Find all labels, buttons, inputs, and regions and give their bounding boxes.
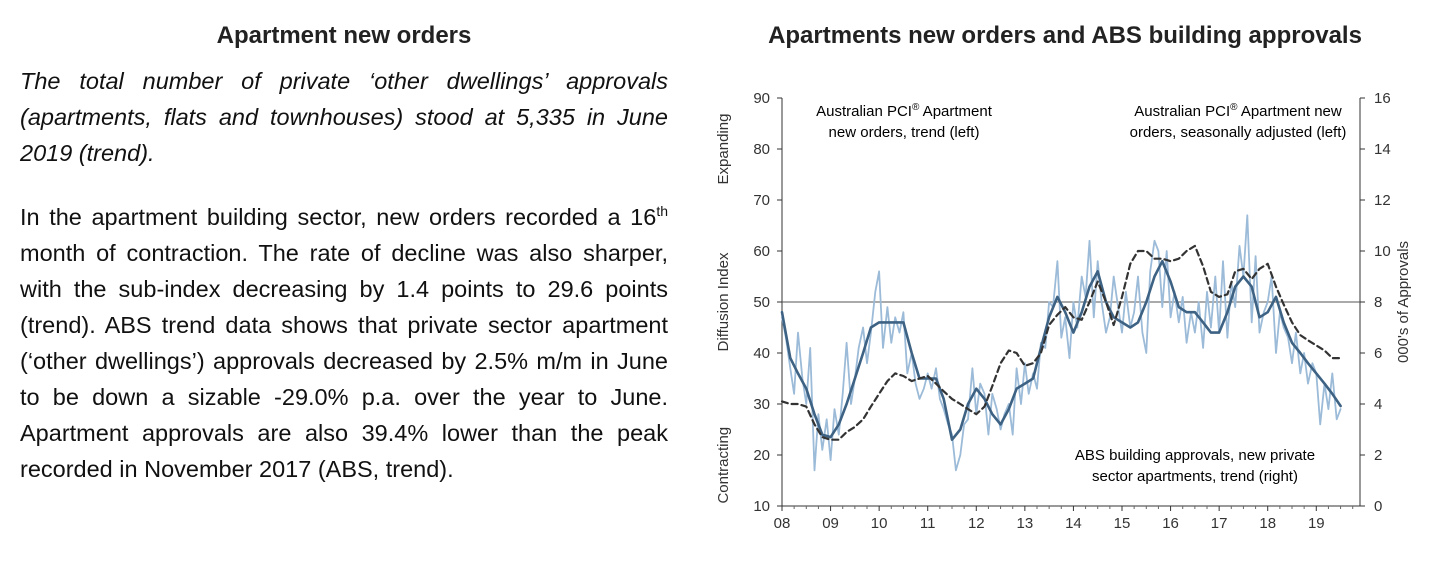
section-title: Apartment new orders: [216, 22, 472, 49]
chart-series: [780, 214, 1342, 472]
left-tick-label: 40: [753, 345, 770, 362]
contracting-label: Contracting: [715, 427, 732, 504]
x-tick-label: 08: [774, 515, 791, 532]
trend-annotation-line2: new orders, trend (left): [829, 124, 980, 141]
left-tick-label: 50: [753, 294, 770, 311]
right-tick-label: 12: [1374, 192, 1391, 209]
body-text-part1: In the apartment building sector, new or…: [20, 204, 657, 230]
right-tick-label: 14: [1374, 141, 1391, 158]
x-tick-label: 17: [1211, 515, 1228, 532]
x-tick-label: 11: [920, 515, 936, 532]
x-tick-label: 09: [822, 515, 839, 532]
right-tick-label: 16: [1374, 90, 1391, 107]
right-tick-label: 6: [1374, 345, 1382, 362]
sa-annotation-line2: orders, seasonally adjusted (left): [1130, 124, 1347, 141]
x-tick-label: 19: [1308, 515, 1325, 532]
left-tick-label: 90: [753, 90, 770, 107]
right-tick-label: 4: [1374, 396, 1382, 413]
x-tick-label: 14: [1065, 515, 1082, 532]
left-tick-label: 60: [753, 243, 770, 260]
chart-title: Apartments new orders and ABS building a…: [768, 22, 1362, 49]
right-tick-label: 2: [1374, 447, 1382, 464]
series-trend-line: [780, 259, 1342, 441]
x-tick-label: 16: [1162, 515, 1179, 532]
right-tick-label: 0: [1374, 498, 1382, 515]
right-tick-label: 8: [1374, 294, 1382, 311]
left-tick-label: 10: [753, 498, 770, 515]
body-superscript: th: [656, 203, 668, 220]
x-tick-label: 12: [968, 515, 985, 532]
left-tick-label: 80: [753, 141, 770, 158]
series-sa-line: [781, 214, 1342, 472]
trend-annotation-line1: Australian PCI® Apartment: [816, 102, 993, 120]
left-tick-label: 20: [753, 447, 770, 464]
right-axis-title: 000's of Approvals: [1395, 241, 1412, 363]
chart-axes: 10 20 30 40 50 60 70 80 90 0 2 4 6 8 10 12 14 16 08 09 10 11 1…: [715, 90, 1412, 532]
series-abs-line: [780, 244, 1342, 441]
body-text-part2: month of contraction. The rate of declin…: [20, 240, 668, 482]
sa-annotation-line1: Australian PCI® Apartment new: [1134, 102, 1342, 120]
left-tick-label: 30: [753, 396, 770, 413]
left-axis-title: Diffusion Index: [715, 252, 732, 351]
x-tick-label: 18: [1259, 515, 1276, 532]
line-chart: 10 20 30 40 50 60 70 80 90 0 2 4 6 8 10 12 14 16 08 09 10 11 1…: [715, 90, 1412, 532]
expanding-label: Expanding: [715, 114, 732, 185]
chart-annotations: Australian PCI® Apartment new orders, tr…: [816, 102, 1346, 485]
x-tick-label: 13: [1017, 515, 1034, 532]
body-paragraph: In the apartment building sector, new or…: [20, 199, 668, 487]
left-tick-label: 70: [753, 192, 770, 209]
x-tick-label: 15: [1114, 515, 1131, 532]
right-tick-label: 10: [1374, 243, 1391, 260]
intro-paragraph: The total number of private ‘other dwell…: [20, 68, 668, 166]
x-tick-label: 10: [871, 515, 888, 532]
abs-annotation-line1: ABS building approvals, new private: [1075, 447, 1315, 464]
abs-annotation-line2: sector apartments, trend (right): [1092, 468, 1298, 485]
